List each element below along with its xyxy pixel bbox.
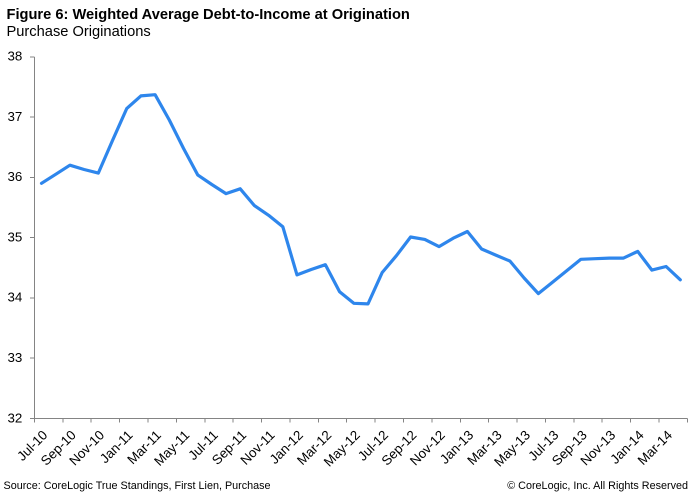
svg-text:38: 38: [7, 49, 22, 64]
svg-text:33: 33: [7, 350, 22, 365]
svg-text:37: 37: [7, 109, 22, 124]
svg-text:36: 36: [7, 169, 22, 184]
svg-text:35: 35: [7, 230, 22, 245]
svg-text:32: 32: [7, 410, 22, 425]
svg-text:34: 34: [7, 290, 22, 305]
